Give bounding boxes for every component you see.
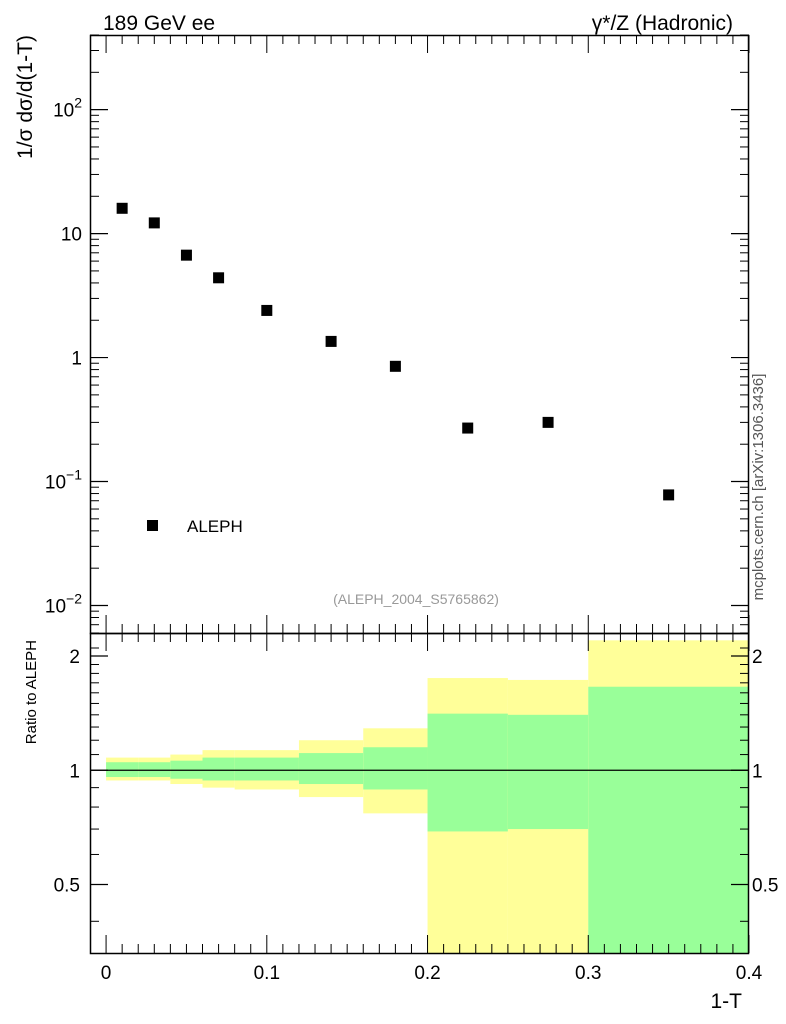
main-y-tick-label: 1 [71,349,82,370]
x-tick-label: 0.3 [575,963,601,984]
main-y-tick-label: 10−2 [45,590,82,617]
data-point [663,489,675,501]
x-tick-label: 0.2 [414,963,440,984]
data-point [213,272,225,284]
data-point [325,335,337,347]
main-y-tick-label: 102 [53,95,82,122]
x-axis-label: 1-T [711,990,743,1013]
ratio-inner-band [427,713,508,832]
main-frame [89,34,750,635]
legend-label: ALEPH [187,517,243,536]
ratio-inner-band [202,757,235,781]
ratio-panel: 0.5 0.5 1 1 2 2 0 0.1 0.2 0.3 0.4 Ratio to ALEPH 1… [23,632,778,1013]
chart-title-left: 189 GeV ee [103,12,215,35]
ratio-inner-band [363,747,428,790]
chart-title-right: γ*/Z (Hadronic) [592,12,733,35]
data-point [180,249,192,261]
data-point [148,217,160,229]
ratio-y-tick-label: 0.5 [54,876,80,897]
ratio-inner-band [507,714,589,830]
ratio-frame [89,632,750,955]
data-point [261,304,273,316]
ratio-bands [106,640,749,953]
ratio-y-tick-label: 2 [69,647,80,668]
ratio-ticks: 0.5 0.5 1 1 2 2 0 0.1 0.2 0.3 0.4 [54,633,778,984]
main-y-tick-label: 10−1 [45,467,82,494]
x-tick-label: 0 [101,963,112,984]
analysis-tag: (ALEPH_2004_S5765862) [333,591,499,607]
data-point [542,416,554,428]
data-point [116,202,128,214]
ratio-y-tick-label: 1 [69,761,80,782]
x-tick-label: 0.1 [254,963,280,984]
main-y-ticks: 10−2 10−1 1 10 102 [45,34,750,634]
data-point [389,360,401,372]
ratio-y-axis-label: Ratio to ALEPH [23,640,40,744]
x-tick-label: 0.4 [736,963,763,984]
main-y-axis-label: 1/σ dσ/d(1-T) [14,35,37,159]
data-point [462,422,474,434]
ratio-y-tick-label-right: 1 [752,761,763,782]
ratio-inner-band [298,753,364,785]
ratio-inner-band [106,762,139,778]
legend-marker [147,520,158,531]
main-data-points [116,202,675,501]
side-credit-label: mcplots.cern.ch [arXiv:1306.3436] [750,374,767,601]
ratio-inner-band [138,762,171,778]
main-panel: 10−2 10−1 1 10 102 1/σ dσ/d(1-T) ALEPH (ALEP… [14,34,750,635]
ratio-y-tick-label-right: 0.5 [752,876,778,897]
ratio-y-tick-label-right: 2 [752,647,763,668]
ratio-inner-band [588,686,749,953]
ratio-inner-band [234,757,299,781]
main-y-tick-label: 10 [61,225,82,246]
